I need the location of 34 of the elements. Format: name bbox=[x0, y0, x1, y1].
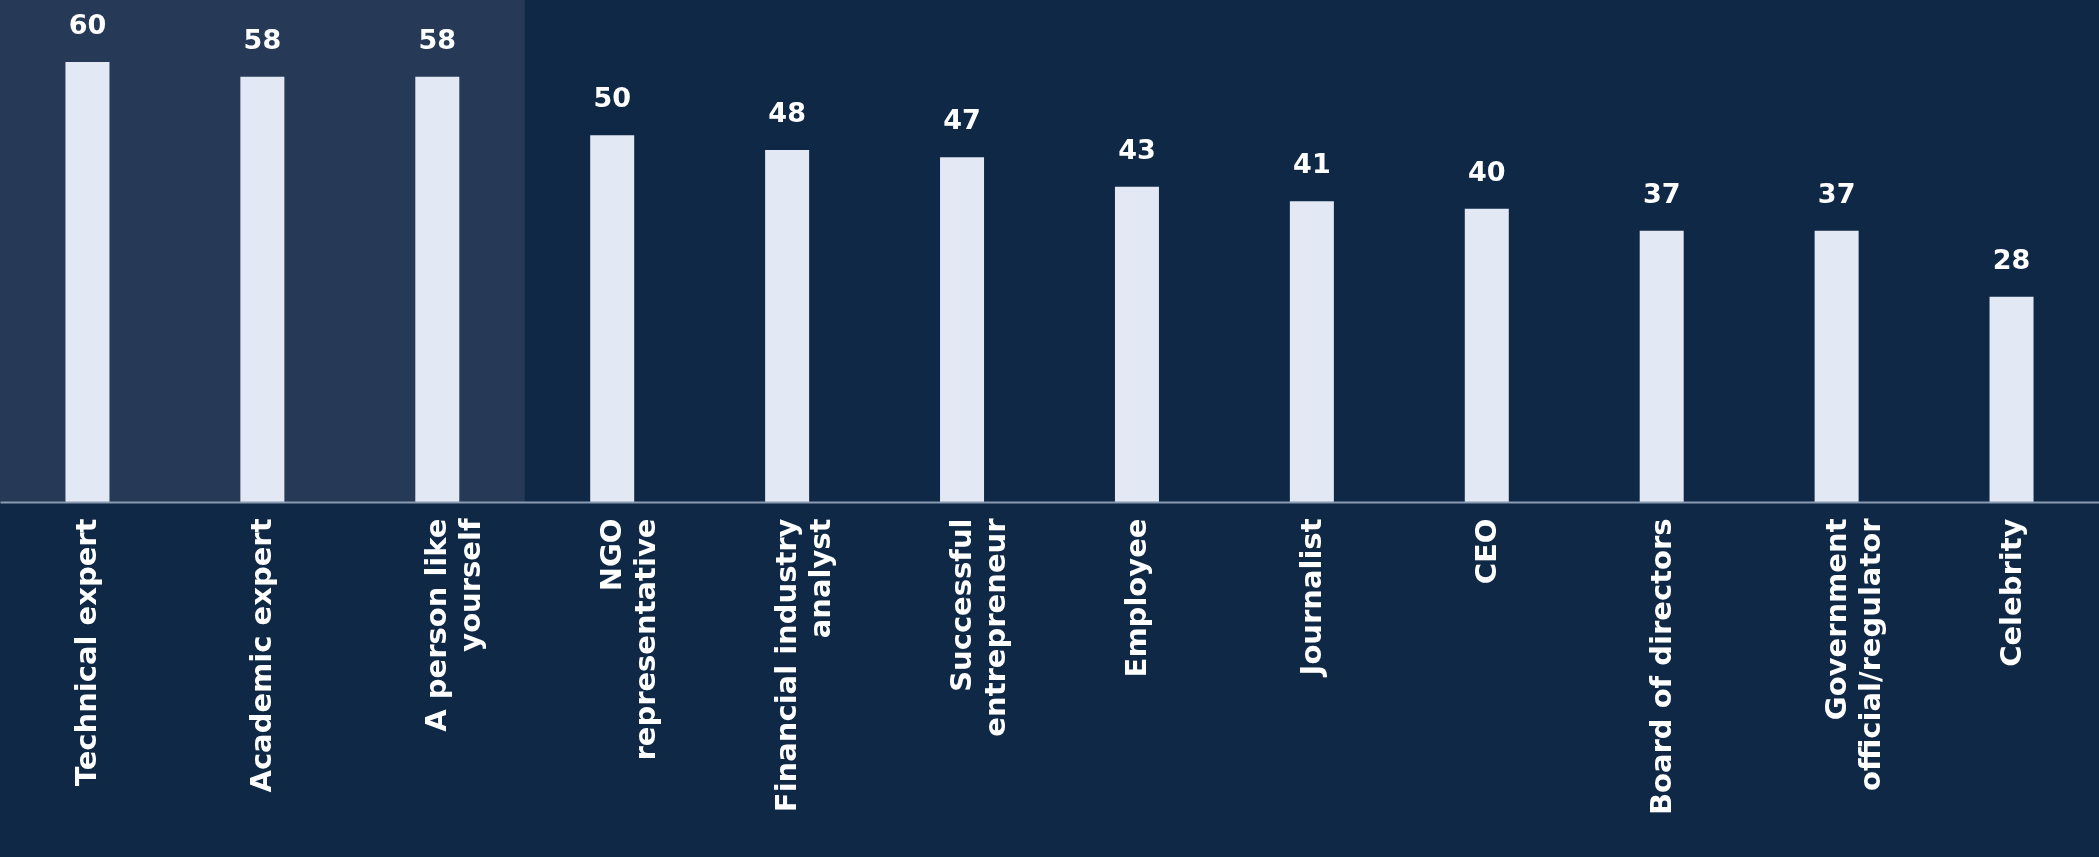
bar bbox=[1989, 296, 2034, 502]
data-label: 28 bbox=[1992, 243, 2031, 275]
bar bbox=[765, 150, 810, 502]
x-tick-label: Celebrity bbox=[1993, 518, 2028, 667]
bar bbox=[415, 76, 460, 502]
x-tick-label: Board of directors bbox=[1643, 518, 1678, 816]
data-label: 60 bbox=[68, 9, 107, 40]
bar bbox=[1289, 201, 1334, 502]
x-tick-label: Academic expert bbox=[244, 518, 279, 793]
data-label: 48 bbox=[768, 97, 806, 128]
x-tick-label: Government official/regulator bbox=[1818, 517, 1887, 791]
x-tick-label: A person like yourself bbox=[419, 518, 488, 732]
bar bbox=[1814, 230, 1859, 502]
data-label: 40 bbox=[1468, 155, 1506, 187]
x-tick-label: Journalist bbox=[1293, 518, 1328, 678]
x-tick-label: Financial industry analyst bbox=[769, 518, 838, 813]
x-tick-label: Employee bbox=[1118, 518, 1153, 678]
bar bbox=[240, 76, 285, 502]
bar bbox=[1464, 208, 1509, 502]
data-label: 50 bbox=[593, 82, 631, 114]
data-label: 41 bbox=[1293, 148, 1331, 180]
data-label: 47 bbox=[943, 104, 981, 136]
data-label: 58 bbox=[243, 23, 282, 55]
x-tick-label: CEO bbox=[1468, 518, 1503, 585]
bar bbox=[940, 157, 985, 502]
bar bbox=[65, 62, 110, 502]
x-tick-label: Technical expert bbox=[69, 518, 104, 787]
bar bbox=[1114, 186, 1159, 502]
bar bbox=[1639, 230, 1684, 502]
data-label: 58 bbox=[418, 23, 457, 55]
data-label: 37 bbox=[1642, 177, 1681, 209]
data-label: 43 bbox=[1118, 133, 1156, 165]
bar bbox=[590, 135, 635, 502]
data-label: 37 bbox=[1817, 177, 1856, 209]
